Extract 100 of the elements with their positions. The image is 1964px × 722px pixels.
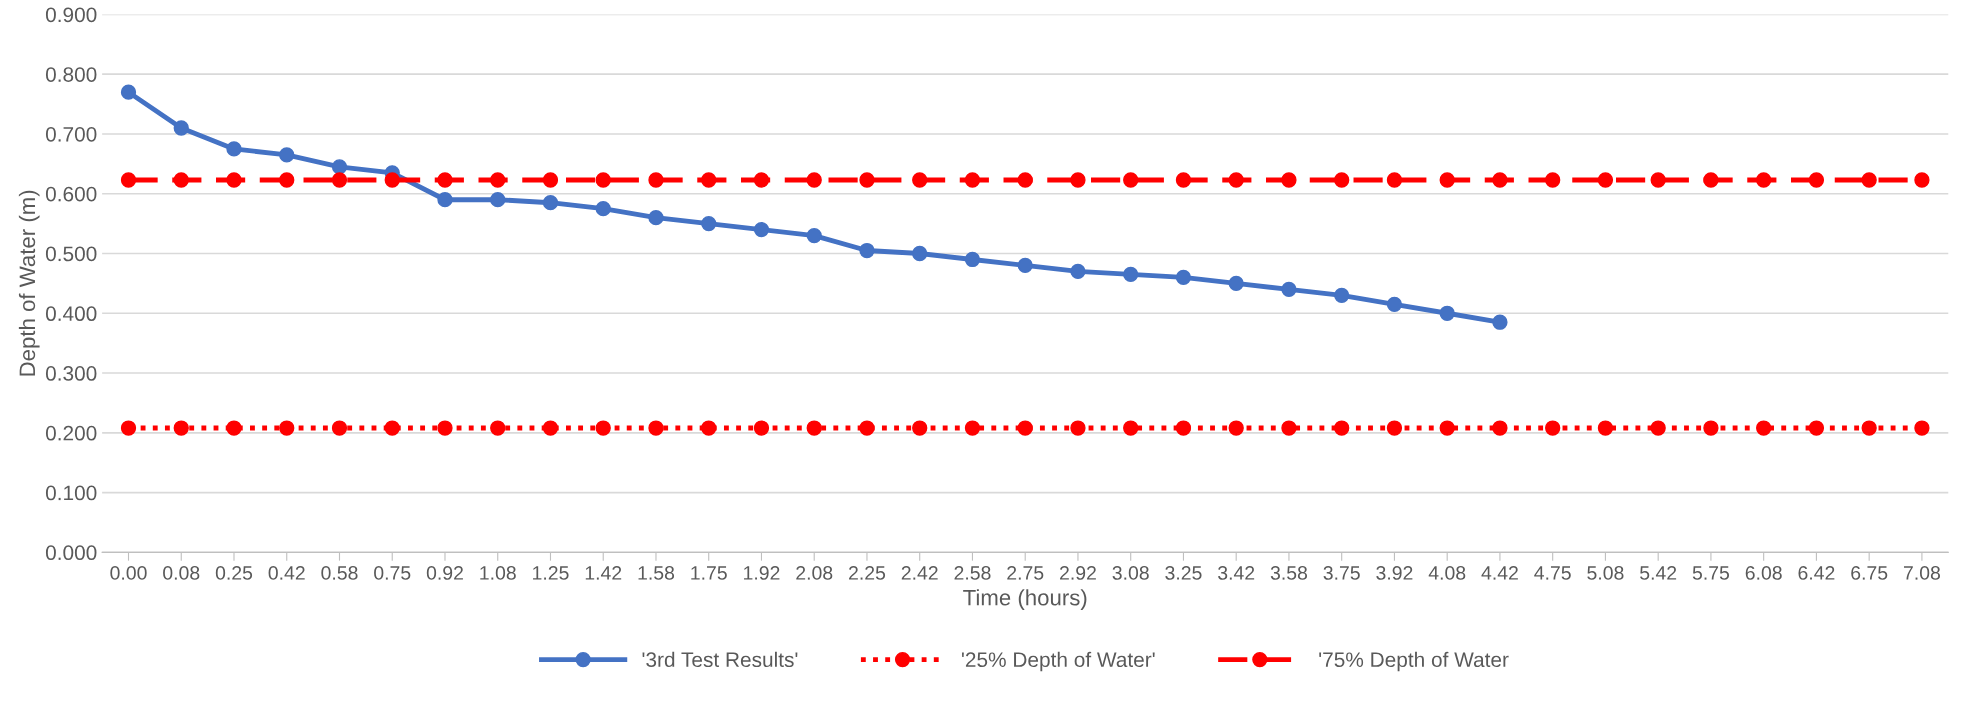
point (1492, 420, 1508, 436)
point (1914, 420, 1930, 436)
point (1281, 172, 1297, 188)
x-tick-label: 2.92 (1060, 566, 1096, 580)
y-tick-label: 0.600 (45, 186, 97, 202)
point (1861, 172, 1877, 188)
point (753, 221, 770, 238)
point (964, 420, 981, 436)
point (1386, 172, 1403, 188)
point (1703, 420, 1719, 436)
x-tick-label: 3.08 (1112, 566, 1149, 580)
point (859, 172, 875, 188)
x-tick-label: 3.75 (1323, 566, 1360, 580)
point (1597, 172, 1614, 188)
point (1070, 172, 1086, 188)
point (1175, 172, 1192, 188)
x-tick-label: 4.42 (1481, 566, 1518, 580)
x-tick-label: 0.00 (110, 566, 147, 580)
point (964, 251, 981, 268)
point (490, 192, 506, 208)
x-tick-label: 0.58 (321, 566, 358, 580)
x-tick-label: 4.75 (1534, 566, 1571, 580)
point (1914, 172, 1930, 188)
point (1228, 172, 1244, 188)
point (753, 420, 770, 436)
point (1334, 287, 1350, 303)
point (1123, 420, 1139, 436)
point (859, 420, 875, 436)
point (490, 172, 506, 188)
point (1281, 281, 1297, 298)
point (120, 420, 137, 436)
point (279, 147, 295, 163)
point (1492, 314, 1508, 330)
point (1334, 172, 1350, 188)
point (1070, 420, 1086, 436)
point (1439, 420, 1455, 436)
x-axis-title: Time (hours) (963, 589, 1087, 610)
x-tick-label: 1.25 (533, 566, 569, 580)
point (1439, 172, 1455, 188)
point (1070, 263, 1086, 280)
point (1650, 420, 1666, 436)
point (1545, 420, 1561, 436)
x-tick-label: 0.75 (374, 566, 411, 580)
x-tick-label: 3.92 (1376, 566, 1413, 580)
y-tick-label: 0.800 (45, 67, 97, 82)
x-tick-label: 1.08 (480, 566, 516, 580)
y-tick-label: 0.300 (45, 366, 97, 381)
x-tick-label: 0.42 (268, 566, 305, 580)
point (1123, 172, 1139, 188)
point (1861, 420, 1877, 436)
x-tick-label: 0.25 (215, 566, 253, 580)
point (912, 420, 928, 436)
point (1017, 257, 1033, 274)
x-tick-label: 5.42 (1640, 566, 1677, 580)
point (120, 84, 137, 100)
point (331, 420, 348, 436)
point (1756, 172, 1772, 188)
point (437, 172, 453, 188)
point (226, 420, 242, 436)
point (964, 172, 981, 188)
point (173, 172, 189, 188)
point (595, 420, 611, 436)
point (1492, 172, 1508, 188)
point (279, 420, 295, 436)
point (1545, 172, 1561, 188)
y-axis-title: Depth of Water (m) (18, 190, 40, 376)
point (331, 159, 348, 175)
point (1439, 305, 1455, 321)
point (384, 420, 400, 436)
point (1281, 420, 1297, 436)
point (1703, 172, 1719, 188)
point (542, 195, 559, 211)
x-tick-label: 2.75 (1007, 566, 1044, 580)
point (173, 420, 189, 436)
x-tick-label: 2.42 (901, 566, 938, 580)
point (1228, 420, 1244, 436)
point (648, 210, 664, 226)
x-tick-label: 3.58 (1270, 566, 1308, 580)
point (912, 172, 928, 188)
point (806, 227, 822, 244)
point (595, 172, 611, 188)
point (542, 172, 559, 188)
point (1597, 420, 1614, 436)
point (859, 242, 875, 259)
point (1017, 420, 1033, 436)
x-tick-label: 6.75 (1851, 566, 1888, 580)
point (1386, 296, 1403, 312)
y-tick-label: 0.100 (45, 485, 97, 501)
point (1175, 420, 1192, 436)
y-tick-label: 0.700 (45, 126, 97, 142)
x-tick-label: 6.08 (1745, 566, 1782, 580)
x-tick-label: 5.08 (1587, 566, 1624, 580)
point (437, 420, 453, 436)
point (1017, 172, 1033, 188)
point (1756, 420, 1772, 436)
point (226, 172, 242, 188)
point (701, 172, 717, 188)
point (1650, 172, 1666, 188)
point (331, 172, 348, 188)
x-tick-label: 1.42 (585, 566, 622, 580)
